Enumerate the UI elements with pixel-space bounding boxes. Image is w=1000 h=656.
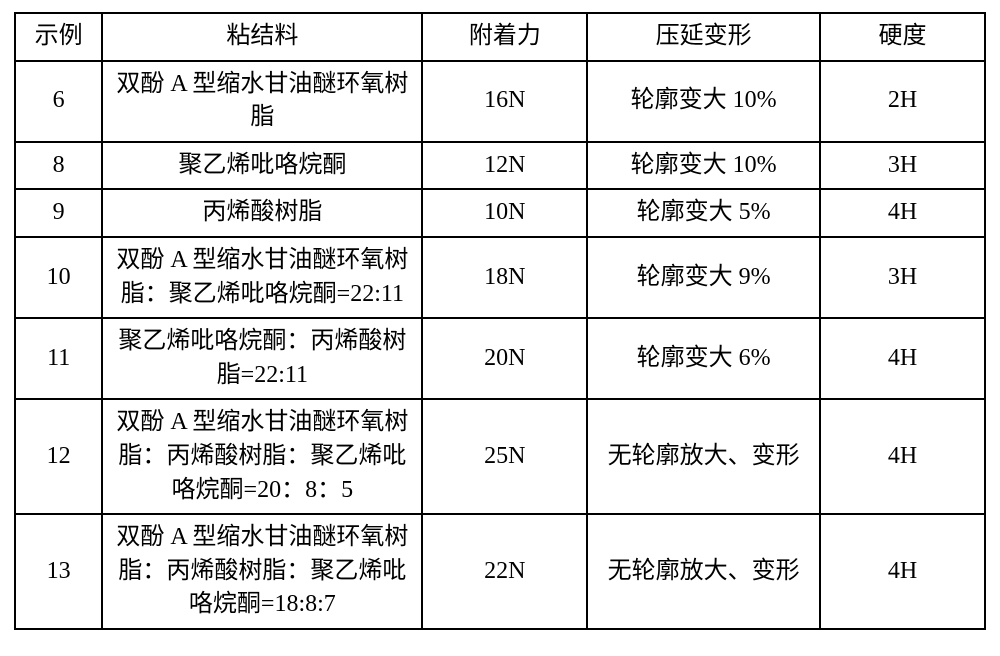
table-row: 12 双酚 A 型缩水甘油醚环氧树脂：丙烯酸树脂：聚乙烯吡咯烷酮=20：8：5 … (15, 399, 985, 514)
cell-hardness: 4H (820, 399, 985, 514)
cell-adhesion: 12N (422, 142, 587, 190)
cell-deform: 轮廓变大 10% (587, 142, 820, 190)
cell-deform: 轮廓变大 6% (587, 318, 820, 399)
table-row: 9 丙烯酸树脂 10N 轮廓变大 5% 4H (15, 189, 985, 237)
table-row: 6 双酚 A 型缩水甘油醚环氧树脂 16N 轮廓变大 10% 2H (15, 61, 985, 142)
cell-binder: 聚乙烯吡咯烷酮 (102, 142, 422, 190)
table-row: 11 聚乙烯吡咯烷酮：丙烯酸树脂=22:11 20N 轮廓变大 6% 4H (15, 318, 985, 399)
cell-hardness: 4H (820, 514, 985, 629)
table-row: 10 双酚 A 型缩水甘油醚环氧树脂：聚乙烯吡咯烷酮=22:11 18N 轮廓变… (15, 237, 985, 318)
cell-example: 9 (15, 189, 102, 237)
cell-deform: 无轮廓放大、变形 (587, 399, 820, 514)
cell-hardness: 4H (820, 318, 985, 399)
table-row: 8 聚乙烯吡咯烷酮 12N 轮廓变大 10% 3H (15, 142, 985, 190)
table-body: 6 双酚 A 型缩水甘油醚环氧树脂 16N 轮廓变大 10% 2H 8 聚乙烯吡… (15, 61, 985, 629)
cell-example: 13 (15, 514, 102, 629)
cell-adhesion: 22N (422, 514, 587, 629)
cell-example: 6 (15, 61, 102, 142)
col-header-hardness: 硬度 (820, 13, 985, 61)
cell-binder: 聚乙烯吡咯烷酮：丙烯酸树脂=22:11 (102, 318, 422, 399)
col-header-example: 示例 (15, 13, 102, 61)
cell-adhesion: 20N (422, 318, 587, 399)
cell-example: 8 (15, 142, 102, 190)
table-row: 13 双酚 A 型缩水甘油醚环氧树脂：丙烯酸树脂：聚乙烯吡咯烷酮=18:8:7 … (15, 514, 985, 629)
table-header-row: 示例 粘结料 附着力 压延变形 硬度 (15, 13, 985, 61)
cell-adhesion: 18N (422, 237, 587, 318)
materials-table: 示例 粘结料 附着力 压延变形 硬度 6 双酚 A 型缩水甘油醚环氧树脂 16N… (14, 12, 986, 630)
cell-adhesion: 25N (422, 399, 587, 514)
col-header-adhesion: 附着力 (422, 13, 587, 61)
cell-adhesion: 16N (422, 61, 587, 142)
col-header-binder: 粘结料 (102, 13, 422, 61)
col-header-deform: 压延变形 (587, 13, 820, 61)
cell-deform: 轮廓变大 5% (587, 189, 820, 237)
cell-binder: 双酚 A 型缩水甘油醚环氧树脂：聚乙烯吡咯烷酮=22:11 (102, 237, 422, 318)
cell-binder: 丙烯酸树脂 (102, 189, 422, 237)
cell-deform: 无轮廓放大、变形 (587, 514, 820, 629)
cell-hardness: 2H (820, 61, 985, 142)
cell-example: 11 (15, 318, 102, 399)
cell-hardness: 3H (820, 142, 985, 190)
cell-hardness: 3H (820, 237, 985, 318)
cell-hardness: 4H (820, 189, 985, 237)
cell-example: 10 (15, 237, 102, 318)
cell-binder: 双酚 A 型缩水甘油醚环氧树脂 (102, 61, 422, 142)
cell-adhesion: 10N (422, 189, 587, 237)
cell-binder: 双酚 A 型缩水甘油醚环氧树脂：丙烯酸树脂：聚乙烯吡咯烷酮=18:8:7 (102, 514, 422, 629)
cell-deform: 轮廓变大 10% (587, 61, 820, 142)
cell-binder: 双酚 A 型缩水甘油醚环氧树脂：丙烯酸树脂：聚乙烯吡咯烷酮=20：8：5 (102, 399, 422, 514)
cell-example: 12 (15, 399, 102, 514)
cell-deform: 轮廓变大 9% (587, 237, 820, 318)
